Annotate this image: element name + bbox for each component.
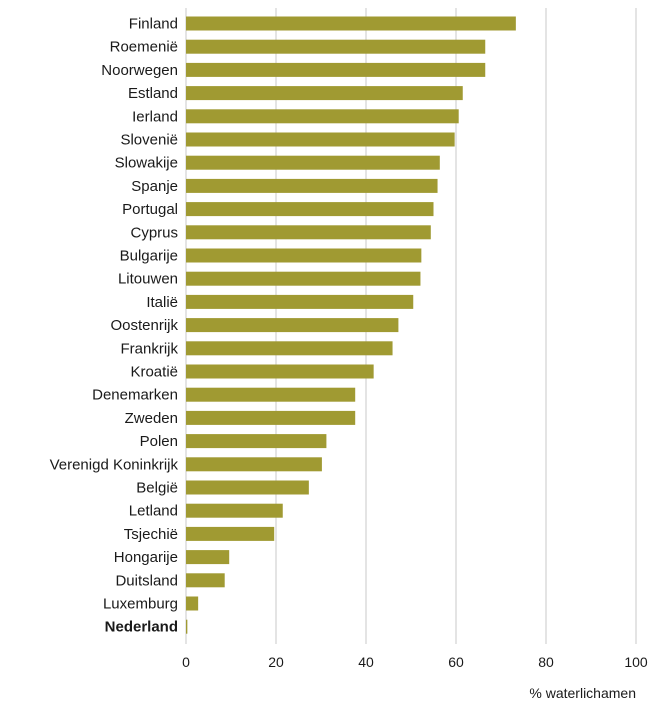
x-tick-labels: 0 20 40 60 80 100	[182, 654, 648, 670]
category-label: Nederland	[105, 619, 178, 636]
category-label: Luxemburg	[103, 596, 178, 613]
bar	[186, 271, 421, 286]
bar	[186, 16, 516, 31]
x-tick-label: 0	[182, 654, 190, 670]
bar	[186, 480, 309, 495]
category-label: Portugal	[122, 201, 178, 218]
bar	[186, 294, 414, 309]
category-label: Roemenië	[110, 39, 178, 56]
x-tick-label: 100	[624, 654, 648, 670]
x-axis-title: % waterlichamen	[529, 685, 636, 701]
category-label: Polen	[140, 433, 178, 450]
category-labels: Finland Roemenië Noorwegen Estland Ierland Sl…	[50, 16, 179, 636]
category-label: Zweden	[125, 410, 178, 427]
bar	[186, 39, 486, 54]
bar	[186, 457, 322, 472]
category-label: België	[136, 480, 178, 497]
bar	[186, 619, 188, 634]
category-label: Bulgarije	[120, 248, 178, 265]
bar	[186, 178, 438, 193]
bar	[186, 550, 230, 565]
category-label: Denemarken	[92, 387, 178, 404]
bar	[186, 62, 486, 77]
bar	[186, 387, 356, 402]
bar	[186, 86, 463, 101]
bar	[186, 503, 283, 518]
bar	[186, 596, 199, 611]
category-label: Frankrijk	[120, 340, 178, 357]
x-tick-label: 20	[268, 654, 284, 670]
bar	[186, 526, 275, 541]
category-label: Cyprus	[130, 224, 178, 241]
bar	[186, 109, 459, 124]
bar	[186, 341, 393, 356]
category-label: Duitsland	[115, 572, 178, 589]
category-label: Oostenrijk	[110, 317, 178, 334]
category-label: Litouwen	[118, 271, 178, 288]
category-label: Letland	[129, 503, 178, 520]
category-label: Ierland	[132, 108, 178, 125]
category-label: Kroatië	[130, 364, 178, 381]
bar	[186, 155, 440, 170]
x-tick-label: 80	[538, 654, 554, 670]
category-label: Noorwegen	[101, 62, 178, 79]
category-label: Hongarije	[114, 549, 178, 566]
bars	[186, 16, 516, 634]
category-label: Tsjechië	[124, 526, 178, 543]
category-label: Slowakije	[115, 155, 178, 172]
x-tick-label: 60	[448, 654, 464, 670]
category-label: Italië	[146, 294, 178, 311]
bar	[186, 364, 374, 379]
bar	[186, 434, 327, 449]
bar	[186, 225, 431, 240]
x-tick-label: 40	[358, 654, 374, 670]
bar	[186, 410, 356, 425]
bar	[186, 132, 455, 147]
category-label: Slovenië	[120, 132, 178, 149]
category-label: Finland	[129, 16, 178, 33]
bar	[186, 573, 225, 588]
bar	[186, 248, 422, 263]
category-label: Spanje	[131, 178, 178, 195]
category-label: Verenigd Koninkrijk	[50, 456, 179, 473]
bar	[186, 202, 434, 217]
bar	[186, 318, 399, 333]
category-label: Estland	[128, 85, 178, 102]
